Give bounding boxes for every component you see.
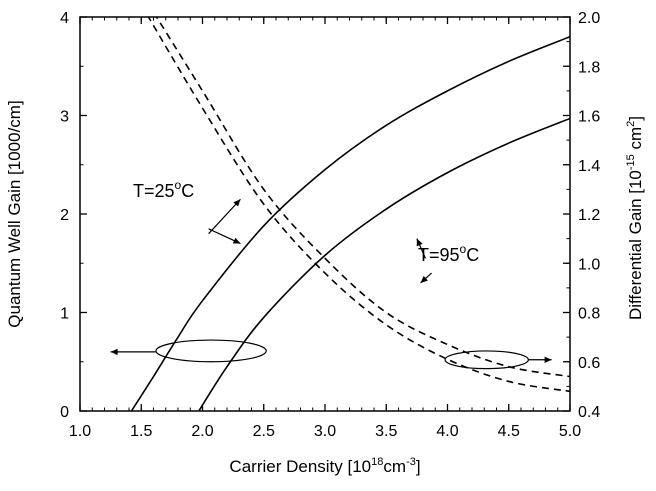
series-line-1 <box>130 35 570 411</box>
y-left-tick-label: 0 <box>60 404 69 421</box>
y-right-tick-label: 1.0 <box>578 256 600 273</box>
series-layer <box>130 17 570 411</box>
x-tick-label: 4.5 <box>498 423 520 440</box>
y-left-tick-label: 3 <box>60 109 69 126</box>
annotation-t25: T=25oC <box>133 178 194 201</box>
y-right-tick-label: 1.8 <box>578 59 600 76</box>
y-right-tick-label: 2.0 <box>578 10 600 27</box>
x-tick-label: 1.0 <box>69 423 91 440</box>
y-left-tick-label: 1 <box>60 306 69 323</box>
x-tick-label: 2.0 <box>191 423 213 440</box>
y-right-tick-label: 1.6 <box>578 109 600 126</box>
y-right-tick-label: 0.4 <box>578 404 600 421</box>
x-tick-label: 3.0 <box>314 423 336 440</box>
x-tick-label: 4.0 <box>436 423 458 440</box>
annotation-t95: T=95oC <box>418 242 479 265</box>
x-tick-label: 5.0 <box>559 423 581 440</box>
y-right-axis-label: Differential Gain [10-15 cm2] <box>625 116 645 320</box>
y-right-tick-label: 0.8 <box>578 306 600 323</box>
x-axis-label: Carrier Density [1018cm-3] <box>229 456 420 476</box>
x-tick-label: 1.5 <box>130 423 152 440</box>
arrow-t95-down-head <box>420 275 428 283</box>
arrow-to-right-axis-head <box>544 356 552 363</box>
y-right-tick-label: 1.4 <box>578 158 600 175</box>
y-left-tick-label: 2 <box>60 207 69 224</box>
arrow-t25-down-head <box>232 237 241 244</box>
y-left-axis-label: Quantum Well Gain [1000/cm] <box>5 100 24 327</box>
annotation-layer <box>110 198 552 370</box>
ellipse-left-group <box>155 339 267 363</box>
y-right-tick-label: 1.2 <box>578 207 600 224</box>
arrow-to-left-axis-head <box>110 348 118 356</box>
x-tick-label: 2.5 <box>253 423 275 440</box>
y-right-tick-label: 0.6 <box>578 355 600 372</box>
x-tick-label: 3.5 <box>375 423 397 440</box>
arrow-t25-up-head <box>233 199 241 207</box>
series-line-2 <box>198 117 570 411</box>
series-line-4 <box>147 17 570 393</box>
arrow-t25-up <box>208 198 241 235</box>
series-line-3 <box>155 17 570 378</box>
axis-ticks: 1.0 1.5 2.0 2.5 3.0 3.5 4.0 4.5 5.0 0 1 2 3 4 0.4 0.6 0.… <box>60 10 600 440</box>
arrow-t95-up-head <box>416 238 423 247</box>
y-left-tick-label: 4 <box>60 10 69 27</box>
